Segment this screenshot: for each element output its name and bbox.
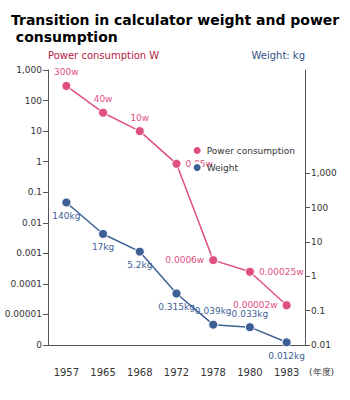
svg-text:100: 100	[25, 96, 42, 106]
svg-text:17kg: 17kg	[92, 242, 114, 252]
svg-text:0: 0	[36, 340, 42, 350]
svg-text:Transition in calculator weigh: Transition in calculator weight and powe…	[11, 12, 339, 28]
svg-text:5.2kg: 5.2kg	[127, 260, 152, 270]
svg-text:1,000: 1,000	[16, 65, 42, 75]
svg-text:40w: 40w	[94, 94, 113, 104]
svg-text:0.1: 0.1	[28, 187, 42, 197]
svg-text:0.01: 0.01	[22, 218, 42, 228]
svg-text:Weight: Weight	[207, 163, 239, 173]
svg-text:10: 10	[311, 237, 323, 247]
svg-text:1: 1	[36, 157, 42, 167]
svg-text:0.0006w: 0.0006w	[165, 255, 204, 265]
svg-text:consumption: consumption	[11, 29, 118, 45]
svg-text:10: 10	[31, 126, 43, 136]
svg-text:1,000: 1,000	[311, 168, 337, 178]
svg-text:1980: 1980	[237, 367, 262, 378]
svg-text:1965: 1965	[90, 367, 115, 378]
svg-text:0.00025w: 0.00025w	[259, 267, 304, 277]
svg-text:Power consumption: Power consumption	[207, 146, 295, 156]
svg-text:100: 100	[311, 203, 328, 213]
svg-text:0.033kg: 0.033kg	[232, 309, 269, 319]
svg-text:0.01: 0.01	[311, 340, 331, 350]
svg-text:10w: 10w	[130, 113, 149, 123]
svg-text:0.1: 0.1	[311, 306, 325, 316]
svg-text:1983: 1983	[274, 367, 299, 378]
svg-text:300w: 300w	[54, 67, 79, 77]
svg-text:1968: 1968	[127, 367, 152, 378]
svg-text:0.012kg: 0.012kg	[268, 351, 305, 361]
svg-text:1972: 1972	[164, 367, 189, 378]
svg-text:140kg: 140kg	[52, 211, 80, 221]
svg-text:0.0001: 0.0001	[11, 279, 43, 289]
svg-text:0.00002w: 0.00002w	[233, 300, 278, 311]
svg-text:Power consumption W: Power consumption W	[48, 50, 159, 61]
svg-text:0.039kg: 0.039kg	[195, 306, 232, 316]
svg-text:Weight: kg: Weight: kg	[251, 50, 305, 61]
svg-text:0.315kg: 0.315kg	[158, 302, 195, 312]
svg-text:0.001: 0.001	[16, 248, 42, 258]
svg-text:(年度): (年度)	[309, 367, 334, 377]
svg-text:1: 1	[311, 271, 317, 281]
svg-text:1978: 1978	[200, 367, 225, 378]
svg-text:0.00001: 0.00001	[5, 309, 42, 319]
svg-text:1957: 1957	[54, 367, 79, 378]
